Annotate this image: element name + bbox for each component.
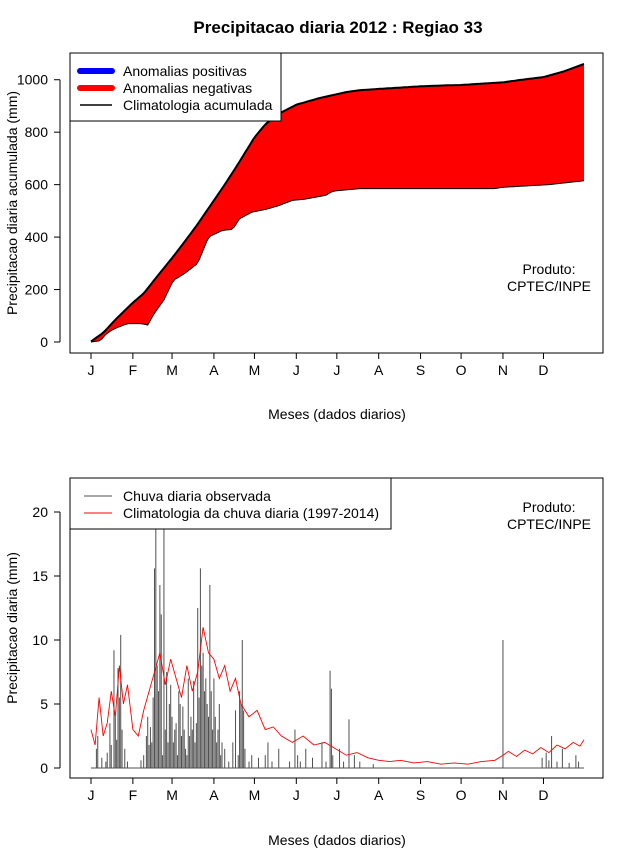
top-y-tick-label: 800 xyxy=(25,124,49,140)
legend-label-positive: Anomalias positivas xyxy=(123,63,247,79)
negative-anomaly-area xyxy=(91,64,584,342)
top-x-axis-label: Meses (dados diarios) xyxy=(268,406,406,422)
top-x-tick-label: A xyxy=(209,362,219,378)
top-x-tick-label: J xyxy=(293,362,300,378)
top-x-tick-label: N xyxy=(498,362,508,378)
top-x-tick-label: A xyxy=(374,362,384,378)
bottom-watermark-line1: Produto: xyxy=(523,499,576,515)
climatology-accumulated-line xyxy=(90,63,585,343)
bottom-x-tick-label: A xyxy=(209,787,219,803)
bottom-legend-box xyxy=(69,477,392,530)
top-watermark-line1: Produto: xyxy=(523,261,576,277)
observed-daily-bars xyxy=(91,524,584,769)
top-y-tick-label: 600 xyxy=(25,177,49,193)
legend-label-negative: Anomalias negativas xyxy=(123,80,252,96)
top-x-tick-label: J xyxy=(88,362,95,378)
top-x-tick-label: D xyxy=(538,362,548,378)
bottom-x-tick-label: J xyxy=(333,787,340,803)
bottom-x-tick-label: D xyxy=(538,787,548,803)
top-x-tick-label: M xyxy=(166,362,178,378)
top-y-axis: 0 200 400 600 800 1000 xyxy=(17,72,61,350)
bottom-x-tick-label: J xyxy=(293,787,300,803)
top-y-tick-label: 400 xyxy=(25,229,49,245)
bottom-x-axis-label: Meses (dados diarios) xyxy=(268,832,406,848)
bottom-y-axis-label: Precipitacao diaria (mm) xyxy=(4,552,20,704)
climatology-daily-line xyxy=(90,627,585,765)
bottom-x-tick-label: S xyxy=(416,787,425,803)
bottom-watermark-line2: CPTEC/INPE xyxy=(507,516,591,532)
bottom-y-tick-label: 5 xyxy=(40,696,48,712)
observed-accumulated-line xyxy=(90,180,585,343)
top-x-tick-label: O xyxy=(456,362,467,378)
bottom-y-tick-label: 10 xyxy=(32,632,48,648)
top-x-tick-label: J xyxy=(333,362,340,378)
top-x-tick-label: S xyxy=(416,362,425,378)
legend-label-observed: Chuva diaria observada xyxy=(123,488,271,504)
top-y-tick-label: 0 xyxy=(40,334,48,350)
bottom-y-tick-label: 20 xyxy=(32,504,48,520)
top-legend: Anomalias positivas Anomalias negativas … xyxy=(69,52,282,122)
legend-label-climatology: Climatologia acumulada xyxy=(123,97,273,113)
top-watermark-line2: CPTEC/INPE xyxy=(507,278,591,294)
bottom-panel: 0 5 10 15 20 J F M A M J J A S O N D Precipitacao diari… xyxy=(4,477,604,848)
bottom-y-tick-label: 15 xyxy=(32,568,48,584)
bottom-legend: Chuva diaria observada Climatologia da c… xyxy=(69,477,392,530)
top-x-tick-label: F xyxy=(129,362,138,378)
bottom-x-tick-label: O xyxy=(456,787,467,803)
top-x-tick-label: M xyxy=(249,362,261,378)
top-panel: 0 200 400 600 800 1000 J F M A M J J A S O N D Precipita… xyxy=(4,52,604,422)
bottom-x-tick-label: F xyxy=(129,787,138,803)
chart-title: Precipitacao diaria 2012 : Regiao 33 xyxy=(193,18,482,37)
bottom-y-axis: 0 5 10 15 20 xyxy=(32,504,61,776)
legend-label-clim-daily: Climatologia da chuva diaria (1997-2014) xyxy=(123,505,379,521)
bottom-x-tick-label: M xyxy=(249,787,261,803)
bottom-x-tick-label: N xyxy=(498,787,508,803)
bottom-x-tick-label: J xyxy=(88,787,95,803)
top-y-axis-label: Precipitacao diaria acumulada (mm) xyxy=(4,91,20,315)
bottom-x-tick-label: A xyxy=(374,787,384,803)
bottom-x-tick-label: M xyxy=(166,787,178,803)
bottom-y-tick-label: 0 xyxy=(40,760,48,776)
top-y-tick-label: 1000 xyxy=(17,72,48,88)
top-y-tick-label: 200 xyxy=(25,282,49,298)
